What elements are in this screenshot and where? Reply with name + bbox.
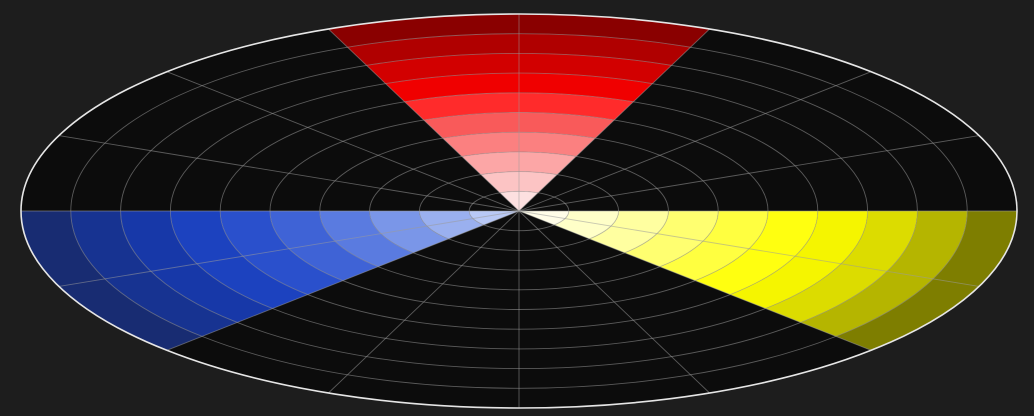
wedge-yellow-band-2 (554, 211, 619, 239)
wheel-rim (20, 13, 1018, 409)
wedge-blue-band-2 (419, 211, 484, 239)
wedge-blue-band-5 (270, 211, 379, 281)
wedge-blue-band-3 (369, 211, 449, 253)
wedge-yellow-band-9 (800, 211, 968, 337)
wedge-blue-band-6 (220, 211, 343, 295)
grid-spoke-2 (518, 135, 980, 212)
wedge-yellow-band-7 (730, 211, 868, 309)
wedge-yellow-band-6 (695, 211, 818, 295)
grid-spoke-7 (166, 71, 520, 212)
grid-spoke-10 (58, 210, 520, 287)
wedge-blue-band-7 (170, 211, 308, 309)
grid-spoke-15 (518, 210, 872, 351)
wedge-yellow-band-8 (765, 211, 918, 323)
grid-spoke-11 (166, 210, 520, 351)
wedge-blue-band-4 (319, 211, 414, 267)
wedge-yellow-band-3 (589, 211, 669, 253)
grid-spoke-16 (518, 210, 980, 287)
grid-spoke-4 (518, 28, 710, 212)
wedge-yellow-band-1 (519, 211, 569, 225)
grid-spoke-6 (328, 28, 520, 212)
grid-spoke-12 (328, 210, 520, 394)
wedge-yellow-band-4 (624, 211, 719, 267)
grid-layer (21, 14, 1017, 408)
wedge-blue-band-8 (120, 211, 273, 323)
wedge-blue-band-1 (469, 211, 519, 225)
grid-spoke-14 (518, 210, 710, 394)
wedge-yellow-band-5 (659, 211, 768, 281)
grid-spoke-8 (58, 135, 520, 212)
wedge-blue-band-9 (70, 211, 238, 337)
grid-spoke-3 (518, 71, 872, 212)
